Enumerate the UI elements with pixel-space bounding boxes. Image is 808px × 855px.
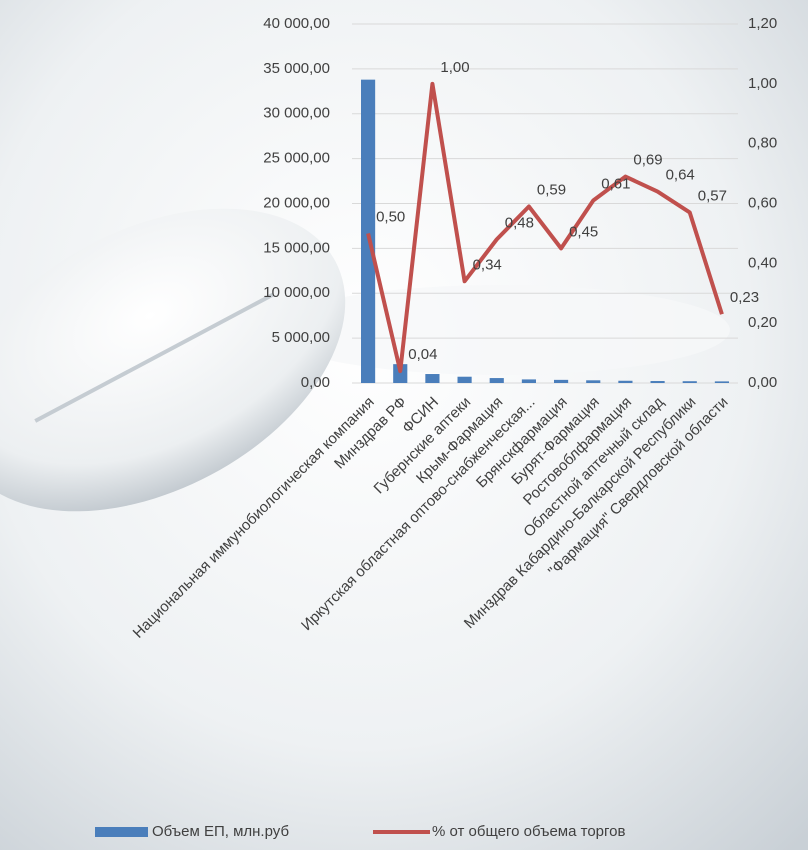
y2-tick-label: 0,80 bbox=[748, 135, 777, 152]
bar bbox=[457, 376, 472, 383]
bar bbox=[554, 379, 569, 383]
y2-tick-label: 1,20 bbox=[748, 15, 777, 32]
y-tick-label: 10 000,00 bbox=[263, 284, 330, 301]
bar bbox=[650, 381, 665, 383]
data-label: 0,45 bbox=[569, 223, 598, 240]
y-tick-label: 15 000,00 bbox=[263, 239, 330, 256]
y-tick-label: 30 000,00 bbox=[263, 105, 330, 122]
y2-tick-label: 0,40 bbox=[748, 254, 777, 271]
y-tick-label: 25 000,00 bbox=[263, 150, 330, 167]
bar bbox=[425, 374, 440, 383]
y-tick-label: 20 000,00 bbox=[263, 194, 330, 211]
y2-tick-label: 0,00 bbox=[748, 374, 777, 391]
y-tick-label: 5 000,00 bbox=[272, 329, 330, 346]
bar bbox=[489, 378, 504, 383]
data-label: 0,23 bbox=[730, 289, 759, 306]
data-label: 0,50 bbox=[376, 208, 405, 225]
data-label: 0,48 bbox=[505, 214, 534, 231]
y-tick-label: 40 000,00 bbox=[263, 15, 330, 32]
data-label: 0,59 bbox=[537, 181, 566, 198]
bar bbox=[393, 364, 408, 383]
y-tick-label: 0,00 bbox=[301, 374, 330, 391]
bar bbox=[714, 381, 729, 383]
pill bbox=[0, 208, 346, 512]
bar bbox=[682, 381, 697, 383]
line bbox=[366, 81, 724, 374]
bar bbox=[361, 79, 376, 384]
data-label: 0,04 bbox=[408, 346, 437, 363]
data-label: 0,69 bbox=[633, 152, 662, 169]
legend-label: % от общего объема торгов bbox=[432, 823, 626, 840]
bar bbox=[521, 379, 536, 383]
data-label: 0,61 bbox=[601, 175, 630, 192]
legend-swatch bbox=[95, 827, 148, 837]
y2-tick-label: 1,00 bbox=[748, 75, 777, 92]
bar bbox=[586, 380, 601, 383]
data-label: 0,64 bbox=[666, 167, 695, 184]
bar bbox=[618, 380, 633, 383]
y2-tick-label: 0,20 bbox=[748, 314, 777, 331]
y-tick-label: 35 000,00 bbox=[263, 60, 330, 77]
data-label: 1,00 bbox=[440, 59, 469, 76]
data-label: 0,34 bbox=[473, 256, 502, 273]
legend-label: Объем ЕП, млн.руб bbox=[152, 823, 289, 840]
y2-tick-label: 0,60 bbox=[748, 194, 777, 211]
data-label: 0,57 bbox=[698, 187, 727, 204]
